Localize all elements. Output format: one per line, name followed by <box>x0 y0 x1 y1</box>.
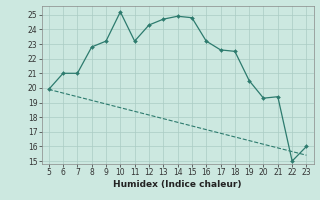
X-axis label: Humidex (Indice chaleur): Humidex (Indice chaleur) <box>113 180 242 189</box>
